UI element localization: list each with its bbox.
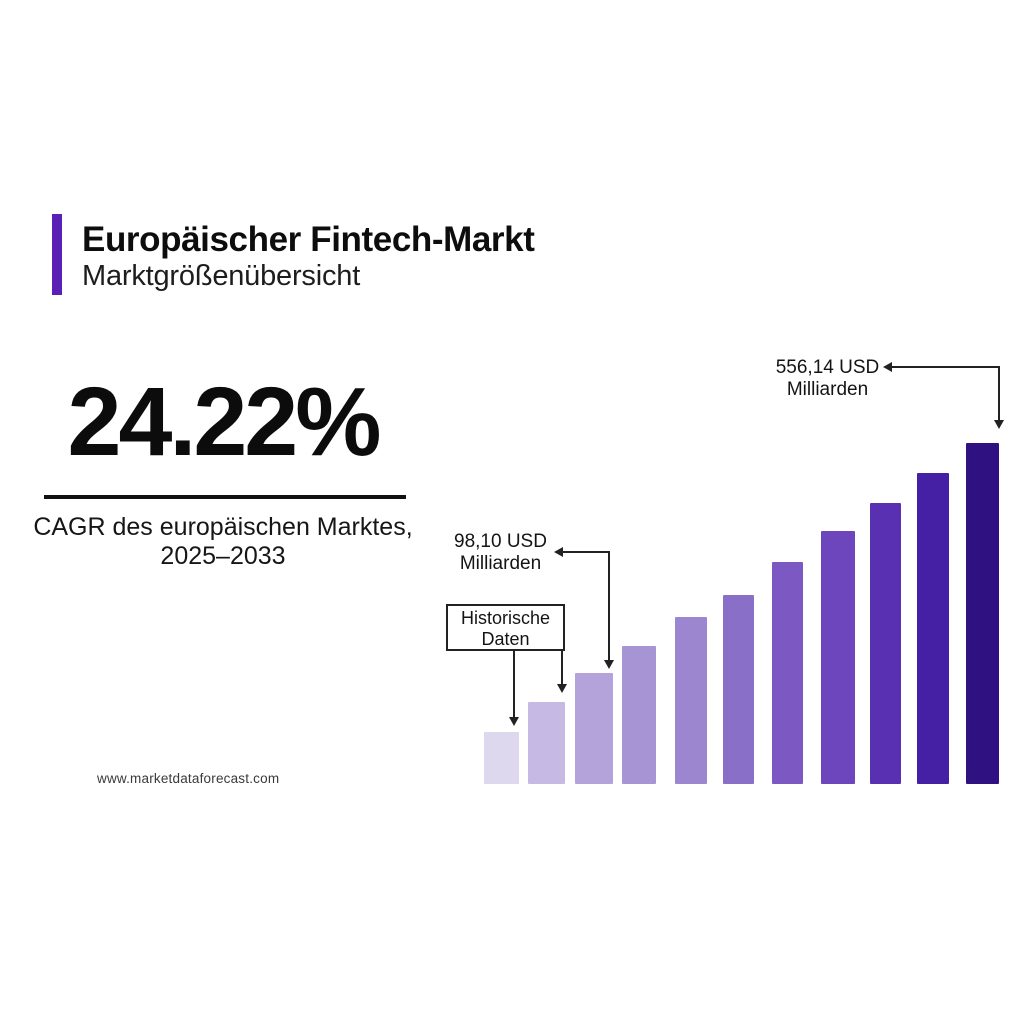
bar-7: [772, 562, 803, 784]
historical-data-line1: Historische: [460, 608, 551, 628]
bar-9: [870, 503, 901, 784]
page-subtitle: Marktgrößenübersicht: [82, 260, 361, 292]
annotation-final-value: 556,14 USD Milliarden: [759, 357, 896, 402]
cagr-caption-line1: CAGR des europäischen Marktes,: [33, 513, 413, 541]
annotation-final-value-line2: Milliarden: [786, 379, 869, 401]
bar-10: [917, 473, 949, 784]
annotation-forecast-connector-h: [562, 551, 610, 553]
annotation-first-forecast: 98,10 USD Milliarden: [432, 531, 569, 576]
bar-11: [966, 443, 999, 784]
website-url: www.marketdataforecast.com: [97, 771, 280, 786]
annotation-final-value-line1: 556,14 USD: [775, 357, 880, 378]
annotation-final-connector-v: [998, 366, 1000, 421]
historical-connector-1: [513, 650, 515, 718]
bar-chart: [484, 443, 999, 784]
historical-connector-2: [561, 650, 563, 685]
bar-3: [575, 673, 613, 784]
cagr-caption-line2: 2025–2033: [160, 542, 286, 570]
arrow-down-icon: [509, 717, 519, 726]
bar-8: [821, 531, 855, 784]
bar-5: [675, 617, 707, 784]
arrow-left-icon: [883, 362, 892, 372]
cagr-caption: CAGR des europäischen Marktes, 2025–2033: [25, 513, 421, 571]
annotation-final-connector-h: [891, 366, 1000, 368]
bar-1: [484, 732, 519, 784]
historical-data-line2: Daten: [481, 629, 530, 650]
annotation-forecast-connector-v: [608, 551, 610, 662]
arrow-down-icon: [994, 420, 1004, 429]
historical-data-label: Historische Daten: [446, 604, 565, 651]
arrow-left-icon: [554, 547, 563, 557]
page-title: Europäischer Fintech-Markt: [82, 220, 535, 259]
bar-2: [528, 702, 565, 784]
title-accent-bar: [52, 214, 62, 295]
bar-4: [622, 646, 656, 784]
bar-6: [723, 595, 754, 784]
arrow-down-icon: [557, 684, 567, 693]
annotation-first-forecast-line2: Milliarden: [459, 553, 542, 575]
arrow-down-icon: [604, 660, 614, 669]
cagr-value: 24.22%: [67, 367, 382, 476]
annotation-first-forecast-line1: 98,10 USD: [454, 531, 547, 552]
stat-divider: [44, 495, 406, 499]
